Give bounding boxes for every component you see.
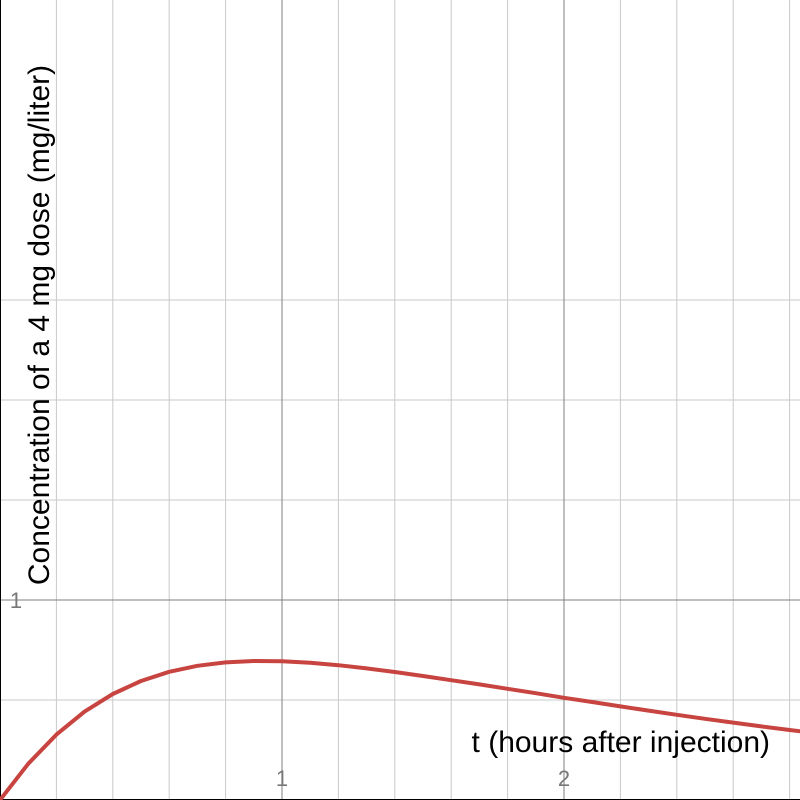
series-layer [0, 659, 800, 800]
series-line-1 [0, 659, 800, 800]
y-tick-label: 1 [10, 588, 22, 613]
x-tick-label: 2 [558, 766, 570, 791]
y-axis-label: Concentration of a 4 mg dose (mg/liter) [23, 65, 56, 585]
x-axis-label: t (hours after injection) [472, 726, 770, 759]
x-tick-label: 1 [276, 766, 288, 791]
tick-labels: 1 2 1 [10, 588, 570, 791]
